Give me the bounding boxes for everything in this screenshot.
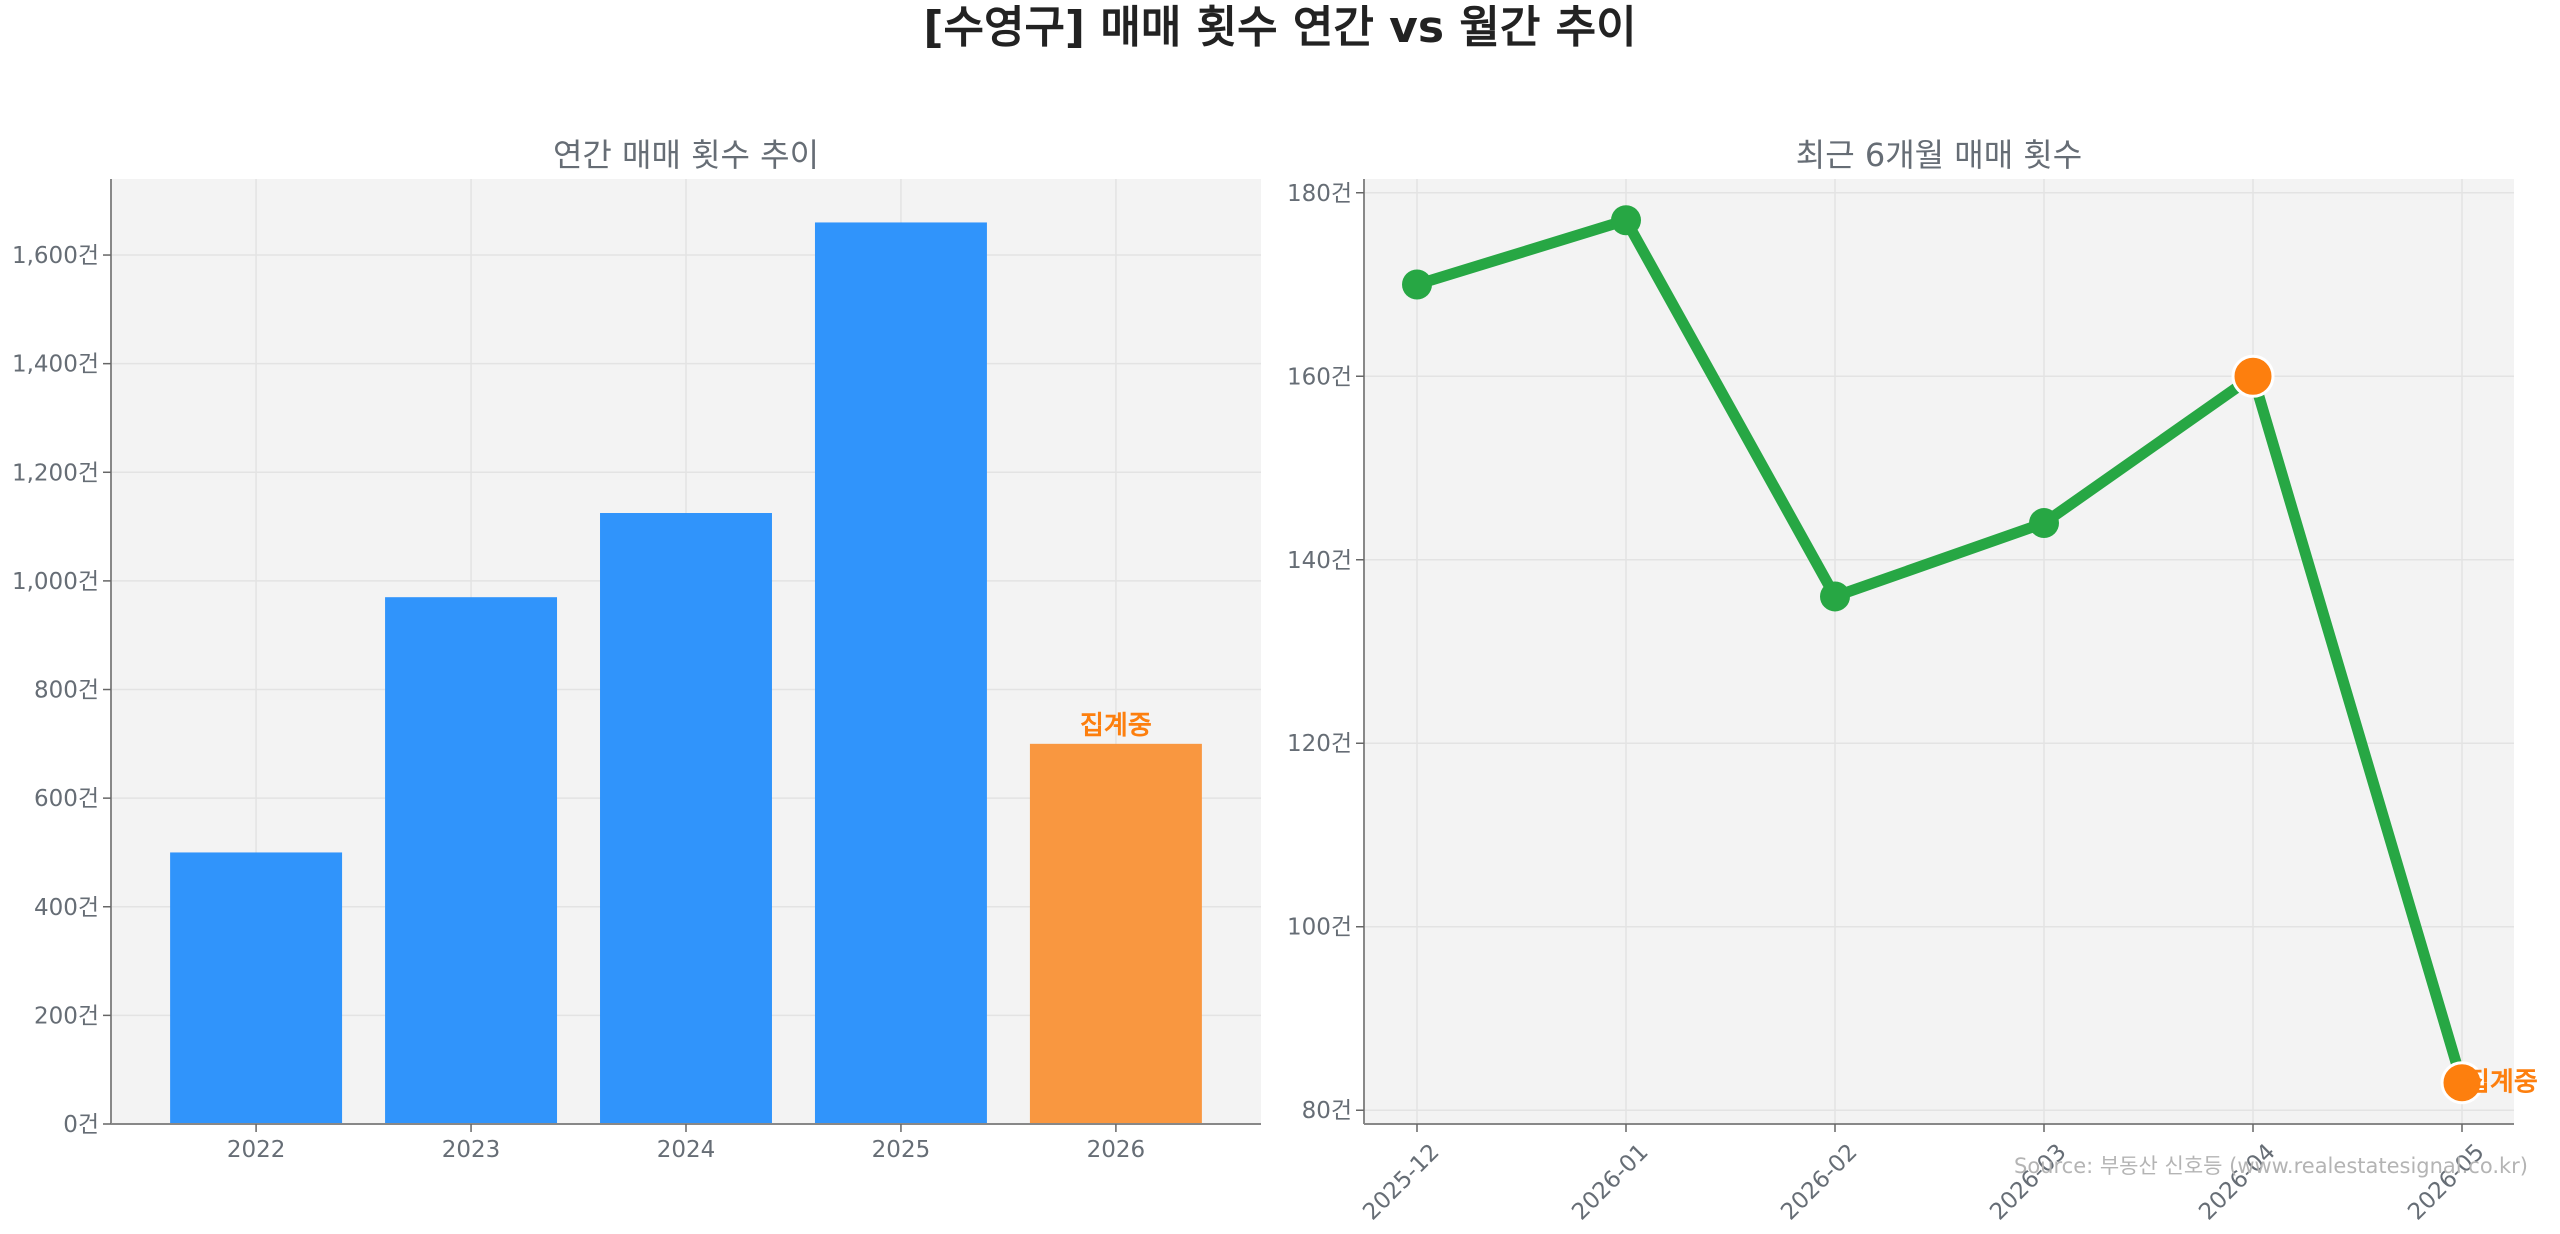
line-x-tick-label: 2026-02 [1776, 1139, 1862, 1225]
annual-bar-chart: 0건 200건 400건 600건 800건 1,000건 1,200건 1,400건 1,60… [12, 136, 1261, 1163]
line-gridlines [1364, 179, 2514, 1124]
bar-y-tick-label: 400건 [34, 895, 99, 921]
line-chart-title: 최근 6개월 매매 횟수 [1796, 136, 2082, 174]
line-series [1411, 214, 2468, 1089]
bar-chart-title: 연간 매매 횟수 추이 [553, 136, 819, 174]
bar-x-tick-label: 2024 [657, 1137, 716, 1163]
bar-y-tick-label: 1,000건 [12, 569, 99, 595]
bar-2024 [600, 513, 772, 1124]
bar-series [170, 222, 1202, 1125]
line-x-tick-label: 2026-03 [1985, 1139, 2071, 1225]
bar-x-tick-label: 2026 [1087, 1137, 1146, 1163]
bar-2026 [1029, 743, 1202, 1124]
line-x-tick-label: 2026-01 [1567, 1139, 1653, 1225]
line-points [1402, 205, 2484, 1105]
line-y-tick-label: 180건 [1287, 181, 1352, 207]
bar-2023 [385, 597, 558, 1124]
bar-y-tick-label: 1,600건 [12, 243, 99, 269]
bar-y-tick-labels: 0건 200건 400건 600건 800건 1,000건 1,200건 1,400건 1,60… [12, 243, 111, 1138]
line-point-2026-04 [2231, 354, 2275, 398]
figure-title: [수영구] 매매 횟수 연간 vs 월간 추이 [923, 2, 1636, 53]
bar-2025 [814, 222, 987, 1125]
bar-y-tick-label: 800건 [34, 678, 99, 704]
line-point-2026-03 [2029, 508, 2059, 539]
line-y-tick-label: 80건 [1302, 1098, 1352, 1124]
bar-x-tick-label: 2022 [227, 1137, 286, 1163]
bar-y-tick-label: 200건 [34, 1003, 99, 1029]
bar-y-tick-label: 1,400건 [12, 352, 99, 378]
line-point-2026-02 [1820, 581, 1850, 612]
line-y-tick-label: 100건 [1287, 915, 1352, 941]
line-y-tick-label: 140건 [1287, 548, 1352, 574]
line-y-tick-labels: 80건 100건 120건 140건 160건 180건 [1287, 181, 1364, 1124]
bar-x-tick-label: 2023 [442, 1137, 501, 1163]
line-y-tick-label: 160건 [1287, 364, 1352, 390]
line-point-2026-05 [2440, 1061, 2484, 1105]
line-pending-label: 집계중 [2466, 1068, 2538, 1098]
bar-pending-label: 집계중 [1080, 711, 1152, 741]
bar-x-tick-labels: 2022 2023 2024 2025 2026 [227, 1124, 1145, 1163]
line-y-tick-label: 120건 [1287, 731, 1352, 757]
bar-y-tick-label: 1,200건 [12, 460, 99, 486]
monthly-line-chart: 80건 100건 120건 140건 160건 180건 2025-12 2026-01 20… [1287, 136, 2538, 1226]
line-point-2026-01 [1611, 205, 1641, 236]
line-x-tick-label: 2026-04 [2194, 1139, 2280, 1225]
line-x-tick-label: 2025-12 [1358, 1139, 1444, 1225]
bar-y-tick-label: 0건 [63, 1112, 99, 1138]
source-credit: Source: 부동산 신호등 (www.realestatesignal.co… [2014, 1154, 2528, 1178]
line-axes [1363, 179, 2514, 1125]
line-plot-area [1364, 179, 2514, 1124]
line-x-tick-label: 2026-05 [2403, 1139, 2489, 1225]
line-point-2025-12 [1402, 269, 1432, 300]
bar-x-tick-label: 2025 [872, 1137, 931, 1163]
bar-y-tick-label: 600건 [34, 786, 99, 812]
bar-2022 [170, 852, 343, 1124]
